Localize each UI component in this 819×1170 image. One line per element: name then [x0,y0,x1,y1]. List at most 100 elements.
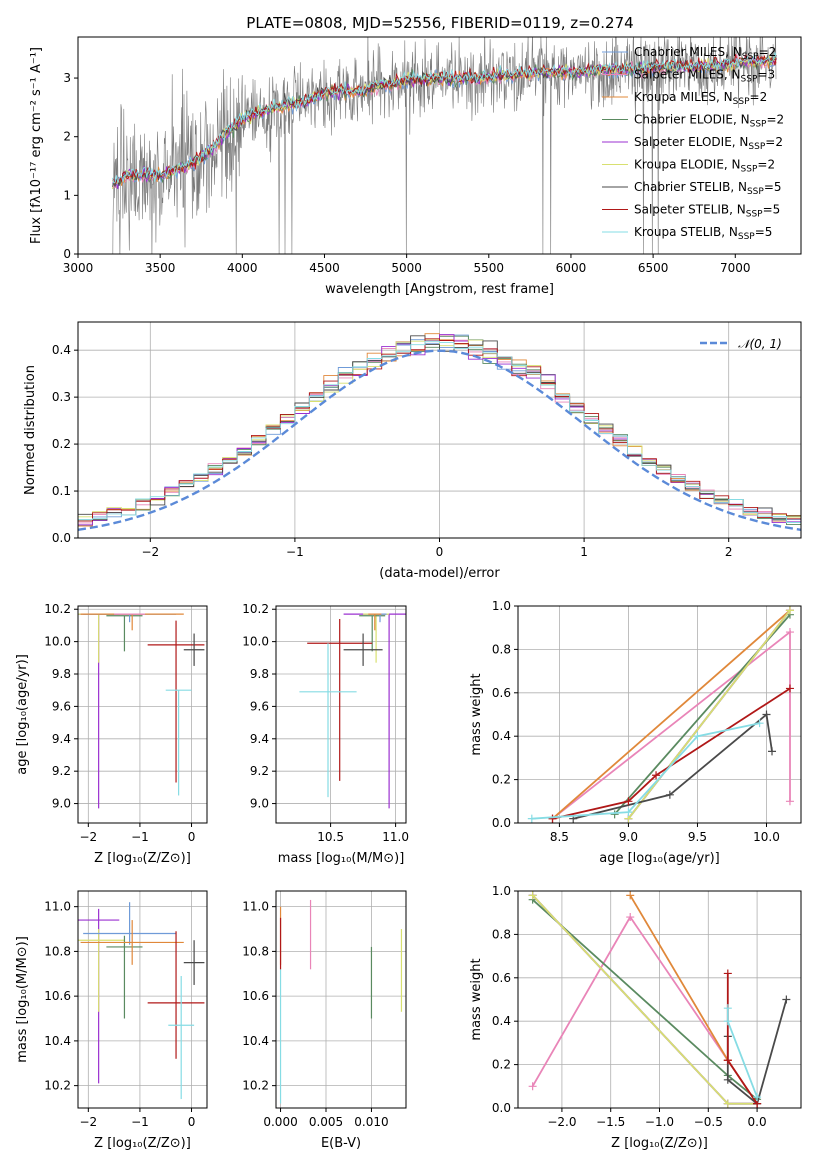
mass-weight-marker [785,628,794,637]
x-tick-label: 5500 [474,261,505,275]
x-tick-label: −2 [79,1115,97,1129]
mass-weight-marker [768,747,777,756]
plot-area [78,333,801,538]
mass-weight-marker [624,808,633,817]
mass-weight-marker [693,732,702,741]
legend-entry: Chabrier ELODIE, NSSP=2 [634,113,784,130]
mass-weight-marker [723,1017,732,1026]
y-tick-label: 9.4 [250,732,269,746]
mass-weight-series [629,894,758,1105]
legend-subscript: SSP [748,142,765,152]
weight-vs-metallicity-panel: −2.0 −1.5 −1.0 −0.5 0.0 0.0 0.2 0.4 0.6 0.8 1.0 Z [… [469,884,802,1151]
mass-weight-marker [626,891,635,900]
y-tick-label: 9.0 [52,797,71,811]
plot-area [528,891,791,1108]
axes-frame [77,36,802,255]
x-axis-label: Z [log₁₀(Z/Z⊙)] [94,851,191,866]
y-tick-label: 0.0 [492,1101,511,1115]
legend-entry: Kroupa STELIB, NSSP=5 [634,225,772,242]
y-tick-label: 10.4 [242,1034,269,1048]
mass-weight-marker [665,790,674,799]
spectrum-panel: 3000 3500 4000 4500 5000 5500 6000 6500 7000 0 1 2 3… [29,36,802,297]
y-tick-label: 0.2 [492,1058,511,1072]
y-tick-label: 9.6 [52,699,71,713]
x-axis-label: wavelength [Angstrom, rest frame] [325,282,554,297]
legend-value: =2 [765,135,783,149]
y-tick-label: 10.4 [44,1034,71,1048]
residual-histogram [78,340,801,538]
y-axis-label: age [log₁₀(age/yr)] [15,654,30,775]
x-tick-label: −2 [141,545,159,559]
x-axis-label: (data-model)/error [379,566,500,581]
legend-subscript: SSP [746,210,763,220]
y-tick-label: 0.4 [492,1014,511,1028]
x-tick-label: 0.000 [263,1115,297,1129]
x-tick-label: 0.010 [354,1115,388,1129]
mass-weight-marker [755,719,764,728]
mass-weight-marker [723,969,732,978]
x-tick-label: 0 [188,1115,196,1129]
mass-weight-marker [753,1093,762,1102]
legend-entry: Chabrier MILES, NSSP=2 [634,45,776,62]
axes-frame [275,605,407,824]
x-tick-label: 9.0 [619,830,638,844]
y-axis-label: Normed distribution [23,365,38,495]
legend-value: =2 [766,113,784,127]
weight-vs-age-panel: 8.5 9.0 9.5 10.0 0.0 0.2 0.4 0.6 0.8 1.0 age [log₁… [469,599,802,866]
x-tick-label: 10.0 [753,830,780,844]
x-axis-label: E(B-V) [321,1136,361,1151]
x-tick-label: −0.5 [694,1115,723,1129]
y-tick-label: 0.4 [52,343,71,357]
gaussian-legend-label: 𝒩(0, 1) [738,337,782,351]
y-tick-label: 10.6 [44,989,71,1003]
y-tick-label: 9.0 [250,797,269,811]
mass-weight-marker [528,1082,537,1091]
y-tick-label: 1.0 [492,599,511,613]
y-tick-label: 11.0 [242,900,269,914]
mass-weight-marker [548,814,557,823]
y-tick-label: 10.2 [242,1079,269,1093]
y-tick-label: 0.6 [492,971,511,985]
y-tick-label: 10.0 [242,635,269,649]
mass-weight-marker [528,891,537,900]
x-tick-label: 8.5 [550,830,569,844]
y-tick-label: 3 [63,71,71,85]
y-tick-label: 10.2 [242,602,269,616]
mass-vs-extinction-panel: 0.000 0.005 0.010 10.2 10.4 10.6 10.8 11.0 E(B-V… [242,890,407,1151]
y-tick-label: 9.8 [52,667,71,681]
x-tick-label: −1 [131,830,149,844]
legend-subscript: SSP [733,97,750,107]
y-tick-label: 0.8 [492,642,511,656]
y-tick-label: 0.2 [52,437,71,451]
mass-weight-marker [785,606,794,615]
y-tick-label: 10.0 [44,635,71,649]
y-tick-label: 0.2 [492,773,511,787]
x-tick-label: 9.5 [688,830,707,844]
plot-area [299,613,406,809]
legend-entry: Salpeter MILES, NSSP=3 [634,68,775,85]
age-vs-metallicity-panel: −2 −1 0 9.0 9.2 9.4 9.6 9.8 10.0 10.2 Z [log₁₀(Z/Z… [15,602,208,866]
legend-subscript: SSP [741,165,758,175]
legend-value: =2 [759,45,777,59]
plot-area [279,899,403,1104]
x-tick-label: 5000 [391,261,422,275]
legend-value: =5 [755,225,773,239]
y-tick-label: 9.2 [250,764,269,778]
x-tick-label: 4500 [309,261,340,275]
mass-weight-marker [610,810,619,819]
axes-frame [517,605,802,824]
x-tick-label: 6500 [638,261,669,275]
x-tick-label: 6000 [556,261,587,275]
y-tick-label: 10.8 [242,944,269,958]
x-axis-label: mass [log₁₀(M/M⊙)] [278,851,405,866]
figure-title: PLATE=0808, MJD=52556, FIBERID=0119, z=0… [246,14,633,32]
mass-vs-metallicity-panel: −2 −1 0 10.2 10.4 10.6 10.8 11.0 Z [log₁₀(Z/Z⊙)]… [15,890,208,1151]
y-tick-label: 9.2 [52,764,71,778]
y-tick-label: 1 [63,188,71,202]
age-vs-mass-panel: 10.5 11.0 9.0 9.2 9.4 9.6 9.8 10.0 10.2 mass [log… [242,602,409,866]
y-tick-label: 0.0 [52,531,71,545]
legend-entry: Chabrier STELIB, NSSP=5 [634,180,782,197]
model-spectrum-line [112,52,777,184]
mass-weight-marker [782,995,791,1004]
x-axis-label: age [log₁₀(age/yr)] [599,851,720,866]
